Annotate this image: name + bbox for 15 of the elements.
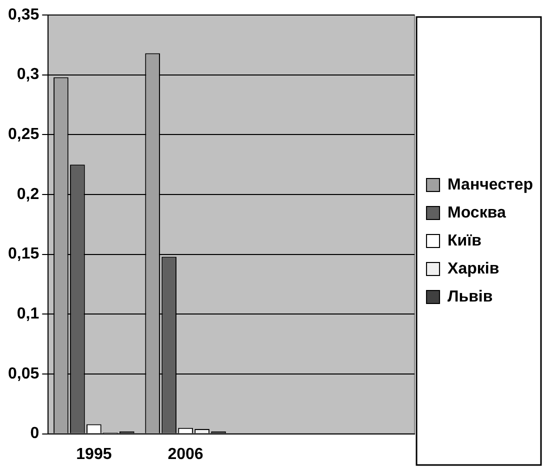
- x-tick-label: 2006: [168, 446, 204, 463]
- legend-label: Москва: [448, 204, 506, 222]
- y-tick-label: 0,15: [8, 246, 40, 263]
- y-tick-label: 0,3: [16, 66, 40, 84]
- legend-label: Манчестер: [448, 176, 534, 194]
- y-tick-label: 0,25: [8, 126, 40, 144]
- legend-label: Харків: [448, 260, 500, 278]
- y-tick-label: 0,35: [8, 6, 40, 24]
- y-tick-label: 0,1: [16, 306, 40, 323]
- y-tick-label: 0,2: [16, 186, 40, 203]
- legend-label: Львів: [448, 288, 493, 306]
- y-tick-label: 0,05: [8, 365, 40, 382]
- x-tick-label: 1995: [76, 446, 112, 463]
- legend-label: Київ: [448, 232, 482, 250]
- y-tick-label: 0: [30, 425, 40, 442]
